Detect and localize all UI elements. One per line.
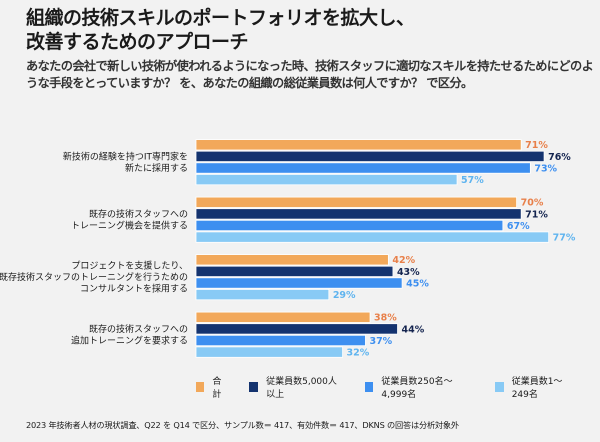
bar — [195, 311, 371, 323]
category-label: 既存の技術スタッフへの — [89, 208, 188, 220]
value-label: 70% — [521, 198, 544, 209]
category-label: 既存の技術スタッフへの — [89, 323, 188, 335]
legend-item-250-4999: 従業員数250名〜4,999名 — [364, 374, 473, 400]
bar — [195, 265, 394, 278]
value-label: 42% — [392, 255, 415, 266]
value-label: 45% — [406, 278, 429, 289]
legend-swatch — [364, 382, 374, 392]
legend-swatch — [495, 382, 504, 392]
value-label: 76% — [548, 152, 571, 163]
bar — [195, 277, 403, 289]
value-label: 43% — [397, 267, 420, 278]
value-label: 29% — [333, 290, 356, 301]
chart-title: 組織の技術スキルのポートフォリオを拡大し、 改善するためのアプローチ — [26, 7, 415, 53]
bar — [195, 231, 550, 243]
category-label: 既存技術スタッフのトレーニングを行うための — [0, 271, 188, 283]
category-label: コンサルタントを採用する — [80, 283, 188, 295]
category-label: トレーニング機会を提供する — [71, 219, 188, 231]
bar — [195, 173, 458, 186]
legend-label: 合計 — [212, 377, 222, 400]
value-label: 77% — [553, 233, 576, 244]
legend-label: 従業員数5,000人以上 — [266, 377, 337, 400]
value-label: 32% — [347, 348, 370, 359]
bar — [195, 196, 518, 208]
legend-item-total: 合計 — [196, 374, 227, 400]
value-label: 73% — [534, 163, 557, 174]
category-label: プロジェクトを支援したり、 — [71, 260, 188, 272]
bar — [195, 254, 389, 266]
value-label: 44% — [402, 324, 425, 335]
bar — [195, 219, 504, 232]
category-label: 新たに採用する — [125, 162, 188, 174]
value-label: 67% — [507, 221, 530, 232]
value-label: 71% — [525, 140, 548, 151]
bar — [195, 150, 545, 162]
legend-item-5000-plus: 従業員数5,000人以上 — [249, 374, 342, 400]
bar — [195, 334, 366, 347]
legend-item-1-249: 従業員数1〜249名 — [495, 374, 578, 400]
legend-swatch — [249, 382, 259, 392]
bar — [195, 139, 522, 151]
footnote: 2023 年技術者人材の現状調査、Q22 を Q14 で区分、サンプル数＝ 41… — [26, 420, 459, 430]
bar — [195, 346, 343, 358]
value-label: 37% — [369, 336, 392, 347]
legend-label: 従業員数250名〜4,999名 — [381, 377, 453, 400]
value-label: 71% — [525, 209, 548, 220]
legend-label: 従業員数1〜249名 — [511, 377, 563, 400]
legend-swatch — [196, 382, 205, 392]
value-label: 57% — [461, 175, 484, 186]
value-label: 38% — [374, 313, 397, 324]
bar — [195, 323, 398, 335]
bar — [195, 288, 330, 301]
legend: 合計 従業員数5,000人以上 従業員数250名〜4,999名 従業員数1〜24… — [196, 374, 600, 400]
bar — [195, 208, 522, 220]
bar — [195, 162, 531, 174]
category-label: 追加トレーニングを要求する — [71, 334, 188, 346]
category-label: 新技術の経験を持つIT専門家を — [63, 150, 188, 162]
chart-subtitle: あなたの会社で新しい技術が使われるようになった時、技術スタッフに適切なスキルを持… — [26, 59, 594, 90]
